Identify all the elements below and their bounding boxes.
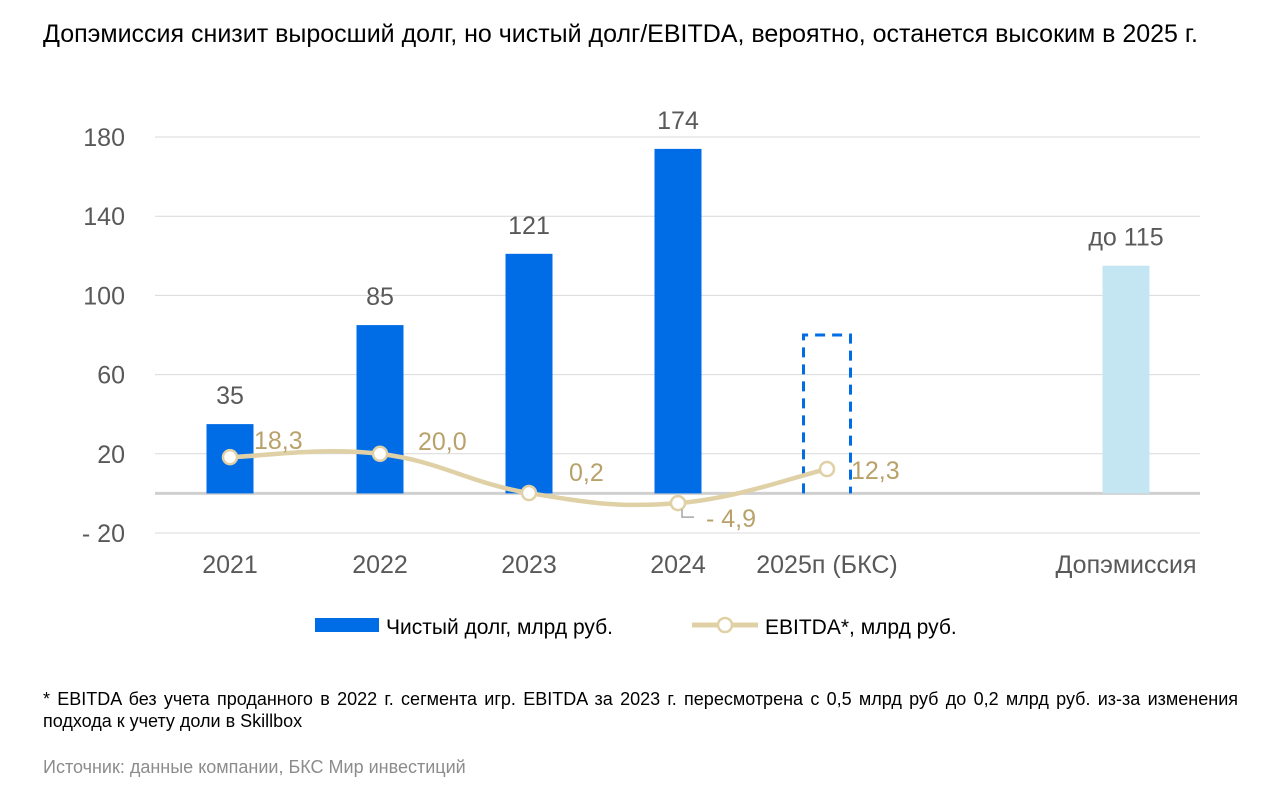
ebitda-point (221, 448, 239, 466)
ebitda-point (669, 494, 687, 512)
legend-swatch-ebitda-marker (716, 616, 734, 634)
x-tick-label: Допэмиссия (1055, 551, 1196, 579)
ebitda-point (371, 445, 389, 463)
chart: 180 140 100 60 20 - 20 35 85 121 174 до 115 18,3 20… (82, 107, 1200, 639)
ebitda-value-label: 12,3 (851, 457, 900, 485)
ebitda-value-label: 0,2 (569, 459, 604, 487)
y-tick-label: 20 (97, 441, 125, 469)
legend-swatch-net-debt (315, 618, 379, 632)
chart-title: Допэмиссия снизит выросший долг, но чист… (43, 20, 1198, 48)
x-tick-label: 2023 (501, 551, 557, 579)
bar-additional-issue (1102, 265, 1150, 494)
bar-value-label: 35 (216, 382, 244, 410)
y-tick-label: 100 (83, 282, 125, 310)
x-tick-label: 2021 (202, 551, 258, 579)
x-tick-label: 2025п (БКС) (756, 551, 898, 579)
footnote: * EBITDA без учета проданного в 2022 г. … (43, 689, 1238, 731)
y-tick-label: 180 (83, 124, 125, 152)
bars (206, 148, 1150, 494)
ebitda-leader-line (681, 509, 694, 518)
x-tick-label: 2024 (650, 551, 706, 579)
bar-net-debt (356, 325, 404, 494)
ebitda-value-label: 18,3 (254, 427, 303, 455)
bar-net-debt (654, 148, 702, 494)
legend-label-ebitda: EBITDA*, млрд руб. (765, 616, 957, 639)
ebitda-point (818, 460, 836, 478)
bar-value-label: до 115 (1088, 224, 1163, 252)
bar-net-debt (505, 253, 553, 494)
bar-value-label: 121 (508, 212, 550, 240)
bar-value-label: 85 (366, 283, 394, 311)
legend-label-net-debt: Чистый долг, млрд руб. (386, 616, 613, 639)
bar-value-label: 174 (657, 107, 699, 135)
ebitda-point (520, 484, 538, 502)
legend: Чистый долг, млрд руб. EBITDA*, млрд руб… (315, 616, 957, 639)
data-labels: 35 85 121 174 до 115 18,3 20,0 0,2 - 4,9 12,3 (216, 107, 1164, 533)
ebitda-value-label: 20,0 (418, 428, 467, 456)
y-axis-ticks: 180 140 100 60 20 - 20 (82, 124, 125, 548)
ebitda-line (221, 445, 836, 518)
y-tick-label: - 20 (82, 520, 125, 548)
y-tick-label: 60 (97, 362, 125, 390)
y-tick-label: 140 (83, 203, 125, 231)
x-axis-ticks: 2021 2022 2023 2024 2025п (БКС) Допэмиссия (202, 551, 1196, 579)
x-tick-label: 2022 (352, 551, 408, 579)
ebitda-value-label: - 4,9 (706, 505, 756, 533)
source-note: Источник: данные компании, БКС Мир инвес… (43, 757, 466, 777)
